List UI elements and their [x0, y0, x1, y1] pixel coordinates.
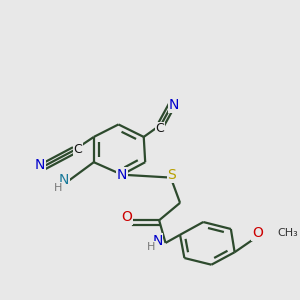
Text: O: O — [252, 226, 263, 240]
Text: O: O — [121, 210, 132, 224]
Text: N: N — [152, 234, 163, 248]
Text: N: N — [169, 98, 179, 112]
Text: N: N — [59, 173, 69, 187]
Text: H: H — [54, 183, 62, 193]
Text: C: C — [155, 122, 164, 135]
Text: N: N — [117, 168, 127, 182]
Text: C: C — [74, 142, 82, 156]
Text: S: S — [167, 168, 176, 182]
Text: N: N — [35, 158, 45, 172]
Text: CH₃: CH₃ — [277, 228, 298, 238]
Text: H: H — [147, 242, 155, 252]
